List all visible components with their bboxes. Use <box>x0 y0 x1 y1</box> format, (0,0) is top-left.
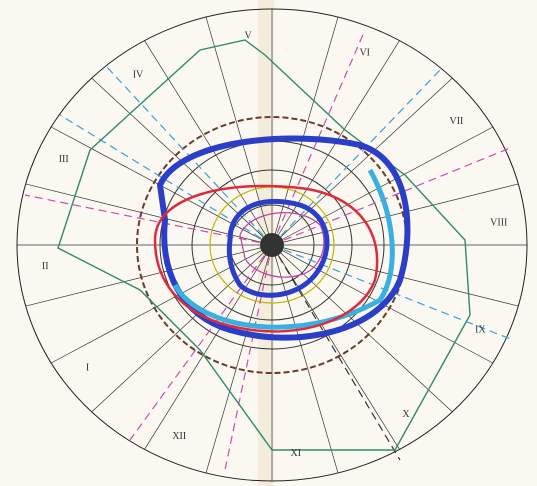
ray <box>271 147 511 246</box>
ray <box>271 69 441 246</box>
sector-label: IV <box>133 69 144 80</box>
inner-curve <box>239 212 325 278</box>
radial-line <box>205 16 273 246</box>
center <box>260 233 284 257</box>
radial-line <box>205 244 273 474</box>
radial-line <box>271 244 339 474</box>
sector-label: I <box>86 363 89 374</box>
ray <box>271 244 514 341</box>
sector-label: III <box>59 154 69 165</box>
sector-label: VIII <box>490 217 507 228</box>
sector-label: VI <box>359 47 370 58</box>
sector-label: XI <box>291 448 302 459</box>
light-blue-band <box>172 168 395 330</box>
ray <box>271 244 401 461</box>
inner-loop <box>226 198 330 298</box>
sector-label: X <box>402 409 410 420</box>
outer-circle <box>16 8 528 482</box>
ring <box>191 169 353 321</box>
sector-label: II <box>42 261 49 272</box>
sector-label: XII <box>172 431 186 442</box>
ray <box>129 244 273 441</box>
sector-label: VII <box>450 116 464 127</box>
red-loop <box>153 184 379 333</box>
radial-line <box>271 16 339 246</box>
sector-label: IX <box>475 325 486 336</box>
sector-label: V <box>245 30 253 41</box>
